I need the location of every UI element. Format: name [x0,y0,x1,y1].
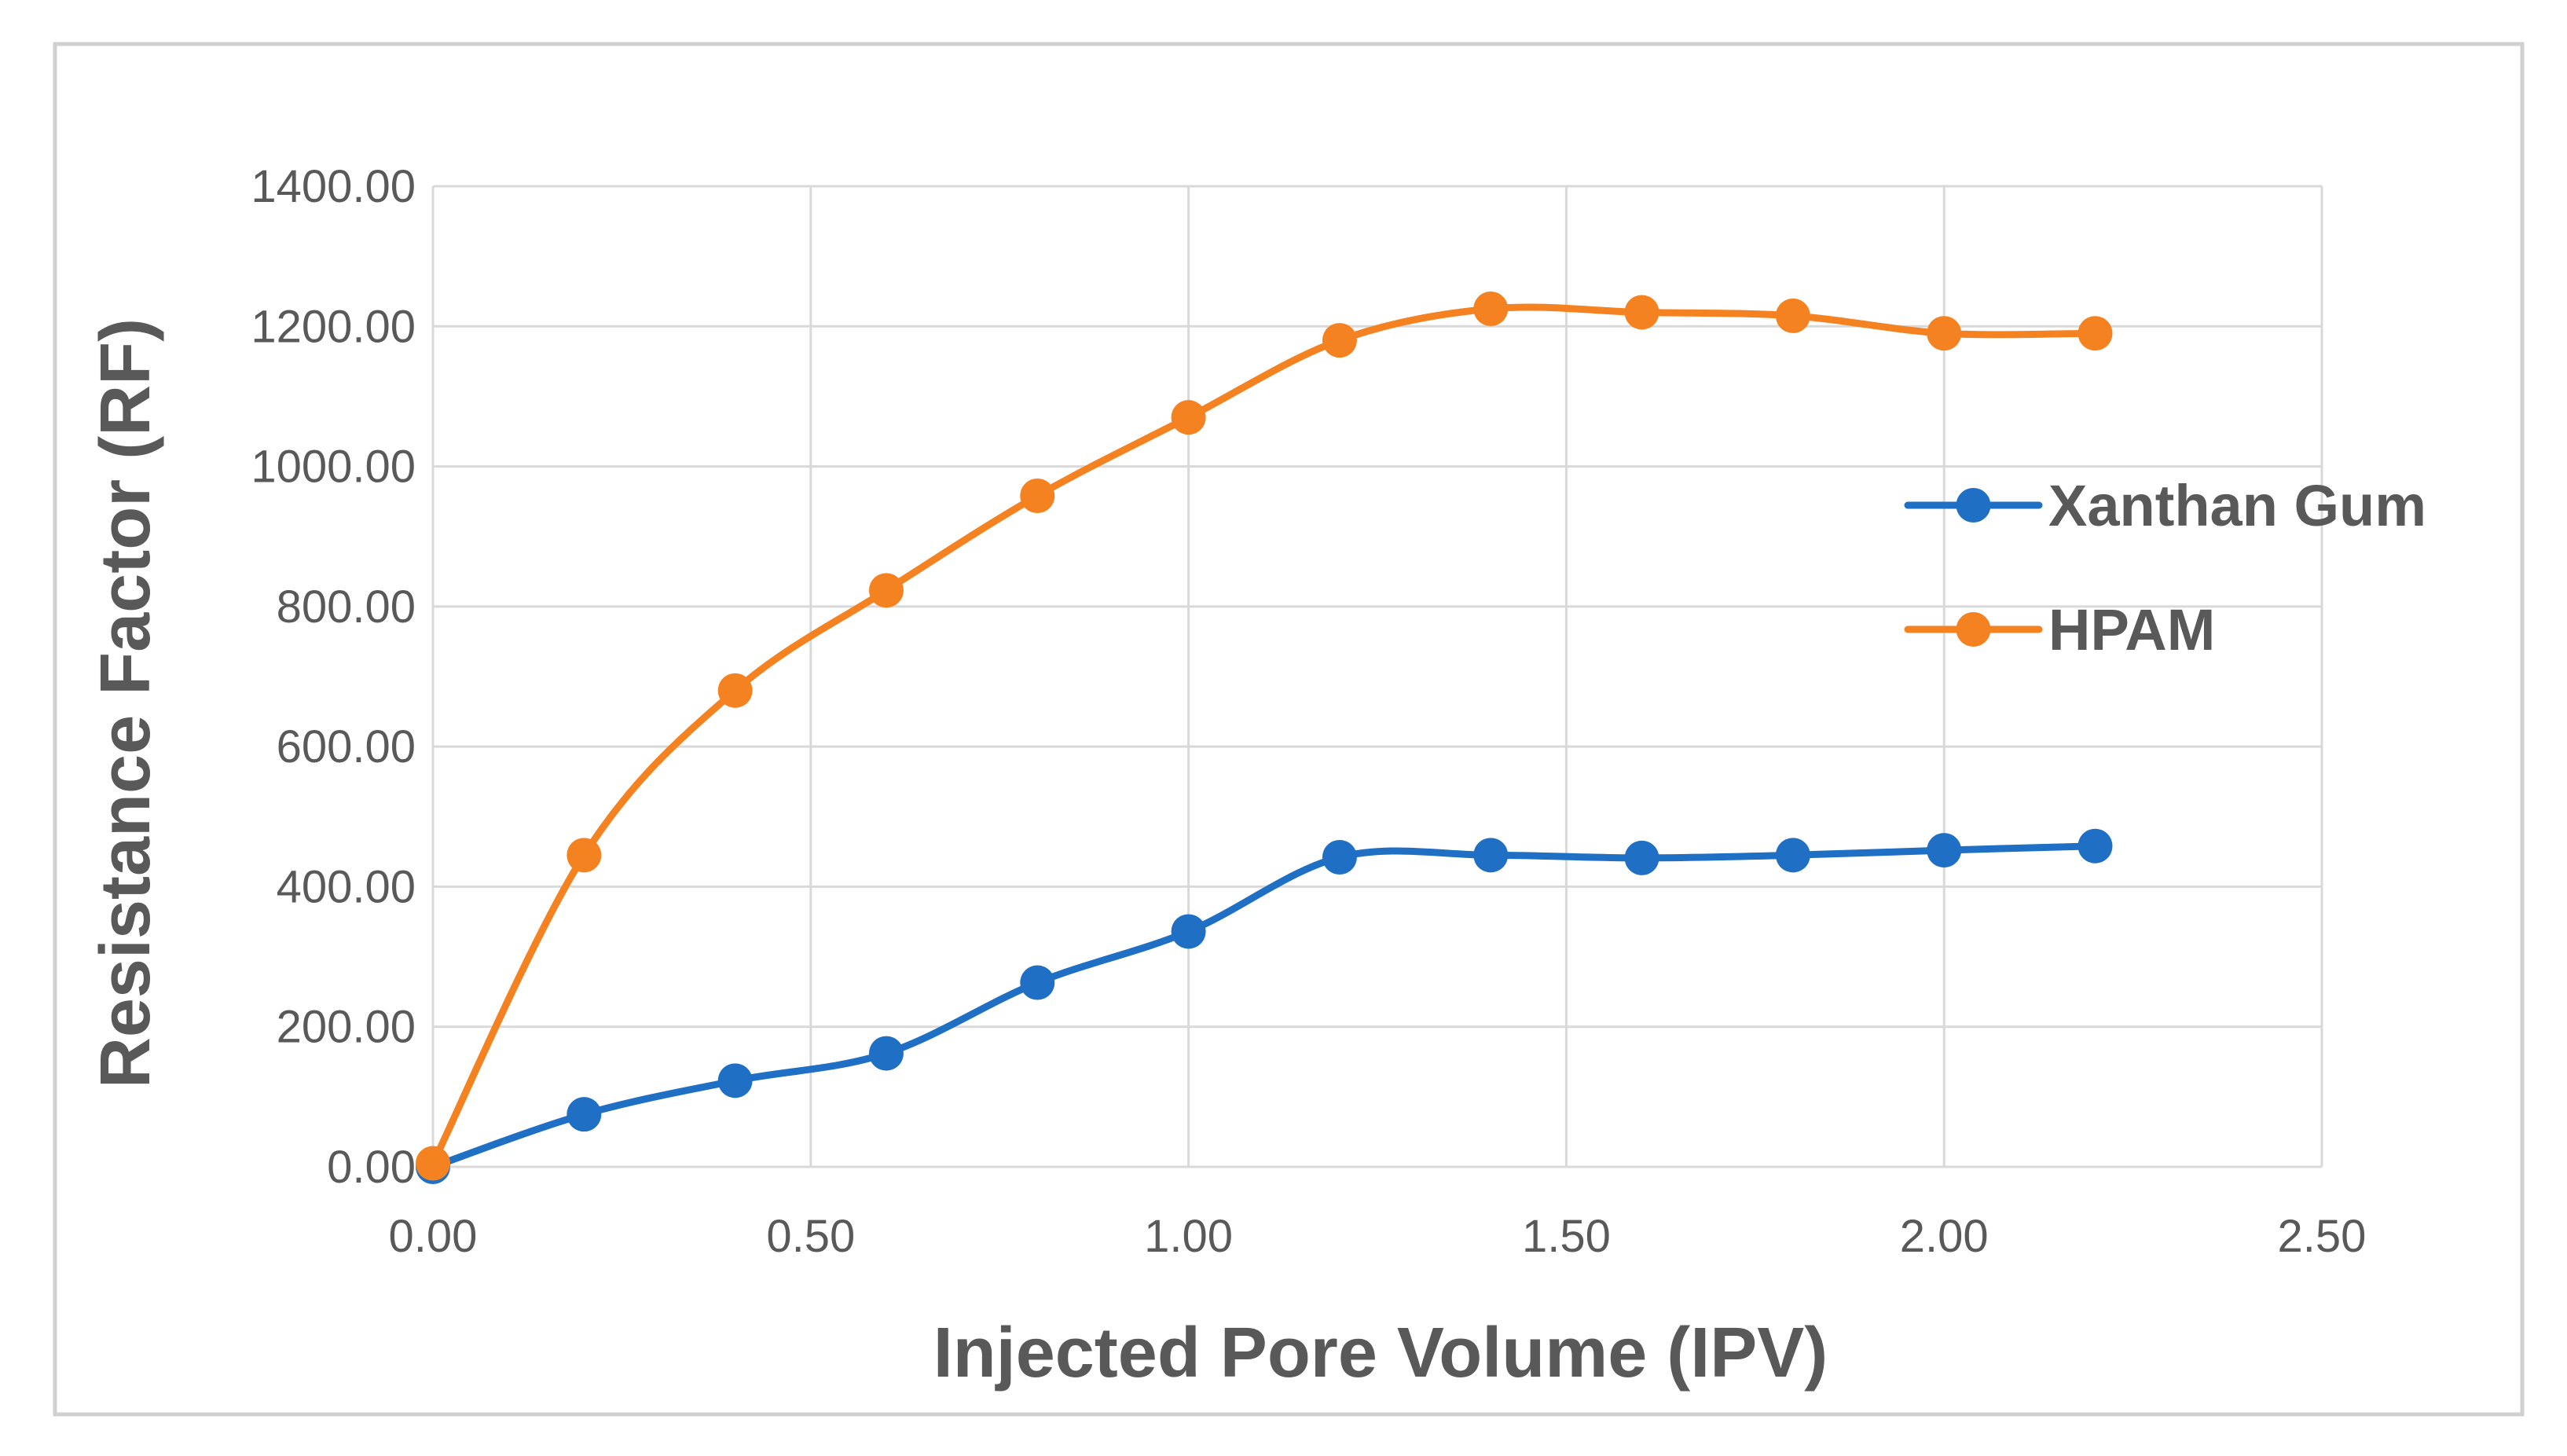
y-tick-label: 200.00 [277,1002,416,1053]
x-tick-label: 2.50 [2278,1211,2367,1262]
x-tick-label: 2.00 [1900,1211,1989,1262]
y-tick-label: 1200.00 [251,301,416,352]
gridlines [431,185,2323,1168]
x-tick-label: 0.00 [389,1211,478,1262]
data-point-hpam [868,573,904,608]
data-point-xanthan-gum [1775,838,1810,873]
data-point-hpam [1322,323,1357,358]
data-point-xanthan-gum [1020,965,1055,1000]
data-point-xanthan-gum [2077,828,2113,864]
legend-swatch-marker-xanthan-gum [1956,488,1991,523]
y-tick-label: 1000.00 [251,442,416,493]
x-tick-label: 1.00 [1144,1211,1233,1262]
data-point-xanthan-gum [1473,838,1509,873]
legend-label-hpam: HPAM [2048,597,2215,662]
data-point-hpam [567,838,602,873]
x-tick-label: 1.50 [1522,1211,1611,1262]
data-point-hpam [1020,479,1055,514]
data-point-xanthan-gum [1624,840,1659,875]
data-point-hpam [2077,316,2113,351]
data-point-hpam [1927,316,1962,351]
data-series [416,292,2113,1184]
legend-label-xanthan-gum: Xanthan Gum [2048,473,2426,538]
y-tick-label: 0.00 [327,1142,416,1193]
data-point-hpam [1624,295,1659,330]
tick-labels: 0.00 200.00 400.00 600.00 800.00 1000.00 1200.… [251,161,2366,1262]
chart-frame [53,42,2525,1417]
data-point-xanthan-gum [1322,839,1357,875]
y-tick-label: 600.00 [277,721,416,772]
data-point-hpam [1473,292,1509,326]
data-point-xanthan-gum [868,1036,904,1071]
x-axis-title: Injected Pore Volume (IPV) [933,1314,1828,1392]
y-tick-label: 1400.00 [251,161,416,212]
legend-swatch-marker-hpam [1956,612,1991,647]
data-point-xanthan-gum [1171,914,1206,949]
y-tick-label: 400.00 [277,861,416,912]
data-point-xanthan-gum [717,1063,753,1098]
y-tick-label: 800.00 [277,581,416,633]
data-point-hpam [1775,298,1810,333]
legend: Xanthan Gum HPAM [1904,473,2426,662]
y-axis-title: Resistance Factor (RF) [86,318,165,1088]
data-point-xanthan-gum [567,1097,602,1132]
data-point-hpam [416,1146,450,1181]
data-point-hpam [717,673,753,708]
series-hpam [416,292,2113,1181]
data-point-xanthan-gum [1927,833,1962,868]
x-tick-label: 0.50 [766,1211,855,1262]
data-point-hpam [1171,400,1206,435]
